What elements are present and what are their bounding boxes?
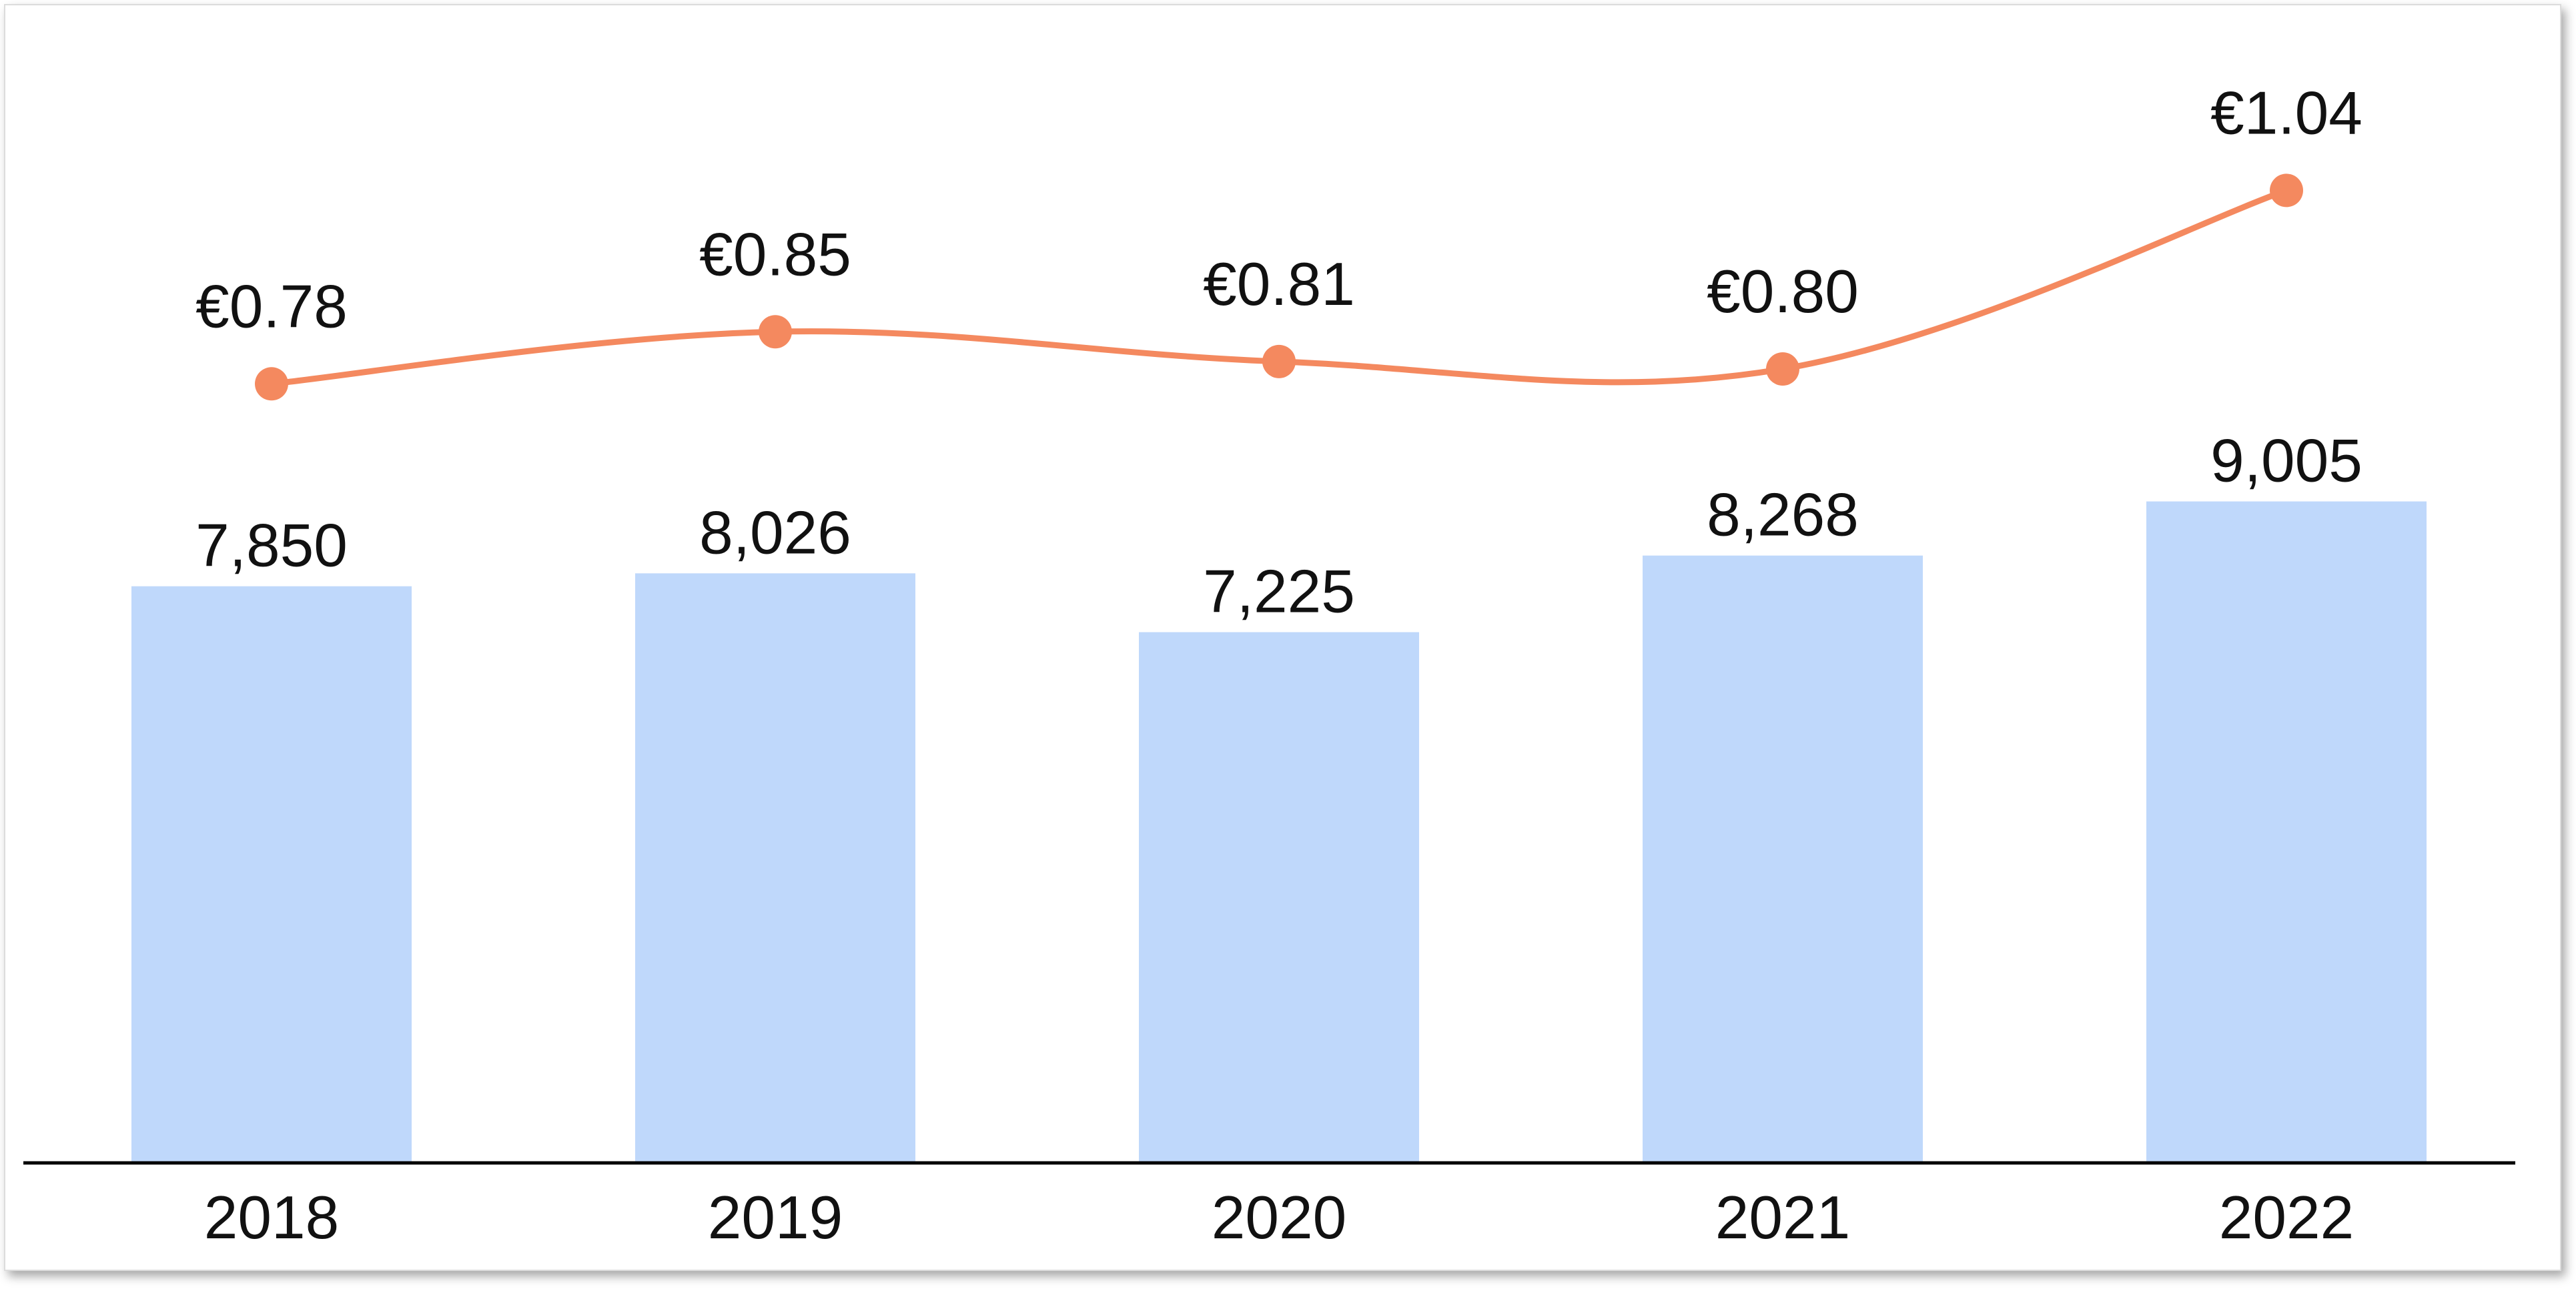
line-value-label-2020: €0.81: [1203, 251, 1355, 318]
line-point-2018: [255, 367, 288, 401]
line-value-label-2021: €0.80: [1707, 258, 1859, 326]
bar-value-label-2019: 8,026: [699, 499, 851, 566]
bar-series: [131, 501, 2427, 1163]
line-point-2020: [1262, 344, 1296, 378]
bar-value-label-2018: 7,850: [195, 512, 348, 580]
bar-2021: [1643, 555, 1923, 1163]
line-value-label-2022: €1.04: [2210, 79, 2363, 147]
x-tick-label-2022: 2022: [2219, 1184, 2354, 1252]
bar-value-label-2021: 8,268: [1707, 482, 1859, 549]
line-point-2022: [2270, 173, 2303, 207]
x-tick-label-2018: 2018: [204, 1184, 339, 1252]
bar-2022: [2146, 501, 2427, 1163]
x-tick-label-2020: 2020: [1212, 1184, 1346, 1252]
line-point-2019: [759, 315, 792, 349]
data-labels: 7,850 8,026 7,225 8,268 9,005 €0.78 €0.85 €0.81…: [195, 79, 2363, 625]
bar-2020: [1139, 632, 1419, 1163]
bar-value-label-2020: 7,225: [1203, 558, 1355, 626]
line-series: [255, 173, 2303, 401]
x-tick-label-2021: 2021: [1715, 1184, 1850, 1252]
line-value-label-2019: €0.85: [699, 221, 851, 288]
line-value-label-2018: €0.78: [195, 273, 348, 340]
line-point-2021: [1766, 352, 1799, 386]
bar-value-label-2022: 9,005: [2210, 428, 2363, 495]
bar-2019: [635, 573, 915, 1163]
bar-2018: [131, 586, 412, 1163]
x-tick-labels: 2018 2019 2020 2021 2022: [204, 1184, 2354, 1252]
x-tick-label-2019: 2019: [708, 1184, 843, 1252]
